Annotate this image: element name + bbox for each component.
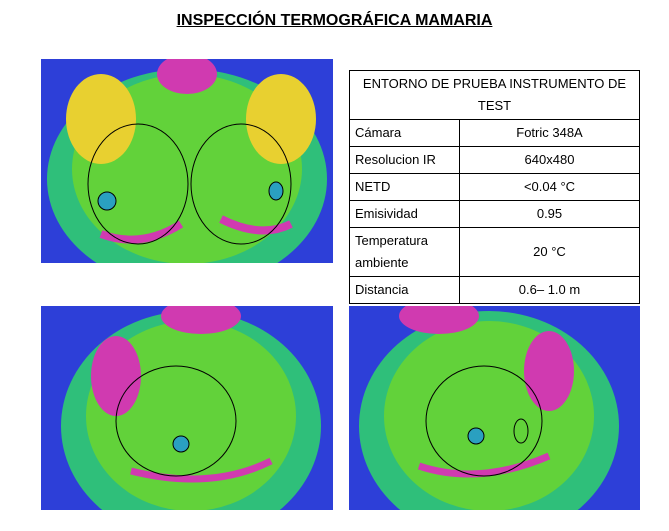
thermal-drawing (349, 306, 640, 510)
cell-label: NETD (349, 173, 460, 201)
cell-value: <0.04 °C (459, 173, 640, 201)
thermal-image (41, 306, 333, 510)
cell-label: Emisividad (349, 200, 460, 228)
cell-value: 20 °C (459, 227, 640, 277)
cell-value: Fotric 348A (459, 119, 640, 147)
cell-value: 0.95 (459, 200, 640, 228)
cell-label: Cámara (349, 119, 460, 147)
cell-label: Resolucion IR (349, 146, 460, 174)
table-row: NETD <0.04 °C (349, 173, 640, 201)
cell-value: 0.6– 1.0 m (459, 276, 640, 304)
table-row: Temperatura ambiente 20 °C (349, 227, 640, 277)
cell-label: Temperatura ambiente (349, 227, 460, 277)
table-row: Resolucion IR 640x480 (349, 146, 640, 174)
thermal-image (349, 306, 640, 510)
table-row: Distancia 0.6– 1.0 m (349, 276, 640, 304)
thermal-drawing (41, 59, 333, 263)
cell-label: Distancia (349, 276, 460, 304)
thermal-drawing (41, 306, 333, 510)
table-row: Cámara Fotric 348A (349, 119, 640, 147)
thermal-image (41, 59, 333, 263)
info-table: ENTORNO DE PRUEBA INSTRUMENTO DE TEST Cá… (349, 70, 640, 304)
title: INSPECCIÓN TERMOGRÁFICA MAMARIA (176, 12, 493, 29)
cell-value: 640x480 (459, 146, 640, 174)
table-heading: ENTORNO DE PRUEBA INSTRUMENTO DE TEST (349, 70, 640, 120)
table-row: Emisividad 0.95 (349, 200, 640, 228)
